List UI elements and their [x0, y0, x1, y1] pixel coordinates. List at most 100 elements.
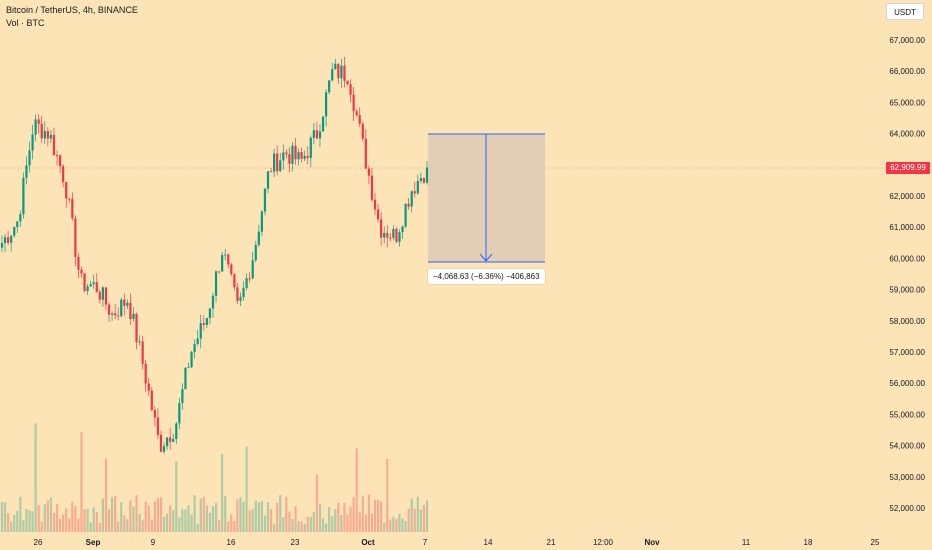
- chart-legend: Bitcoin / TetherUS, 4h, BINANCE Vol · BT…: [6, 4, 138, 30]
- candle: [346, 80, 349, 86]
- volume-bar: [13, 514, 16, 532]
- candle: [132, 306, 135, 322]
- candle: [282, 144, 285, 170]
- candle: [401, 225, 404, 239]
- volume-bar: [263, 515, 267, 532]
- candle: [150, 386, 153, 412]
- volume-bar: [239, 497, 242, 532]
- volume-bar: [257, 502, 260, 532]
- candle: [233, 273, 236, 291]
- candle: [77, 252, 80, 279]
- candle: [147, 378, 150, 396]
- candle: [343, 56, 346, 88]
- volume-bar: [294, 506, 297, 532]
- volume-bar: [386, 459, 389, 532]
- price-tick-label: 60,000.00: [889, 254, 925, 263]
- volume-bar: [86, 508, 89, 532]
- price-axis[interactable]: 67,000.00 66,000.00 65,000.00 64,000.00 62,0…: [889, 36, 925, 513]
- candle: [269, 168, 273, 173]
- candle: [404, 203, 407, 229]
- volume-legend[interactable]: Vol · BTC: [6, 18, 45, 28]
- symbol-title[interactable]: Bitcoin / TetherUS, 4h, BINANCE: [6, 5, 138, 15]
- candle: [211, 292, 215, 318]
- volume-bar: [373, 499, 377, 532]
- candle: [297, 148, 300, 166]
- currency-button[interactable]: USDT: [886, 3, 924, 20]
- time-tick-label: Nov: [644, 538, 660, 547]
- volume-bar: [328, 507, 331, 532]
- volume-bar: [309, 516, 312, 532]
- candle: [80, 266, 83, 278]
- candle: [117, 307, 120, 321]
- candle: [25, 156, 28, 185]
- volume-bar: [114, 495, 117, 532]
- measure-tool[interactable]: [428, 133, 545, 263]
- volume-bar: [389, 519, 392, 532]
- candle: [355, 108, 358, 117]
- candle: [10, 234, 13, 252]
- price-tick-label: 53,000.00: [889, 473, 925, 482]
- volume-bar: [337, 502, 340, 532]
- candle: [407, 198, 410, 210]
- candle: [291, 142, 294, 172]
- volume-bar: [227, 521, 230, 532]
- price-tick-label: 52,000.00: [889, 504, 925, 513]
- volume-bar: [166, 513, 169, 532]
- volume-bar: [325, 523, 328, 532]
- volume-bar: [214, 502, 218, 532]
- candle: [95, 273, 98, 293]
- measure-arrow-head-icon: [479, 253, 493, 262]
- candle: [309, 135, 312, 168]
- time-tick-label: 9: [151, 538, 156, 547]
- volume-bar: [77, 518, 80, 532]
- volume-bar: [395, 518, 398, 532]
- candle: [208, 307, 212, 325]
- volume-bar: [55, 504, 59, 532]
- volume-bar: [22, 520, 25, 532]
- volume-bar: [401, 518, 404, 532]
- volume-bar: [205, 505, 208, 532]
- candle: [141, 335, 144, 370]
- candle: [266, 171, 270, 194]
- volume-bar: [65, 508, 68, 532]
- volume-bar: [80, 432, 83, 532]
- candle: [383, 226, 386, 244]
- volume-bar: [37, 504, 40, 532]
- volume-bar: [318, 504, 322, 532]
- candle: [217, 271, 221, 274]
- candle: [52, 127, 56, 156]
- candle: [83, 272, 86, 293]
- candle: [239, 292, 242, 307]
- volume-bar: [199, 498, 202, 532]
- volume-bar: [217, 520, 221, 532]
- candle: [0, 235, 4, 253]
- volume-bar: [159, 497, 163, 532]
- volume-bar: [398, 513, 401, 532]
- candle: [361, 121, 364, 142]
- candle: [187, 362, 190, 369]
- volume-bar: [248, 510, 251, 532]
- candle: [205, 317, 208, 329]
- candle: [58, 153, 62, 173]
- volume-bar: [419, 509, 422, 532]
- volume-bar: [273, 523, 276, 532]
- candle: [28, 141, 31, 173]
- candle: [107, 302, 111, 323]
- candle: [263, 188, 267, 216]
- volume-bar: [306, 516, 309, 532]
- volume-bar: [346, 514, 349, 532]
- candle: [331, 62, 334, 82]
- price-tick-label: 59,000.00: [889, 286, 925, 295]
- volume-bar: [120, 502, 123, 532]
- volume-bar: [40, 521, 43, 532]
- candle: [364, 129, 367, 169]
- volume-bar: [221, 453, 224, 532]
- volume-bar: [172, 510, 175, 532]
- candle: [199, 314, 202, 349]
- volume-bar: [331, 516, 334, 532]
- volume-bar: [175, 461, 178, 532]
- time-axis[interactable]: 26 Sep 9 16 23 Oct 7 14 21 12:00 Nov 11 18 25: [34, 538, 880, 547]
- candle: [110, 311, 114, 322]
- volume-bar: [7, 513, 10, 532]
